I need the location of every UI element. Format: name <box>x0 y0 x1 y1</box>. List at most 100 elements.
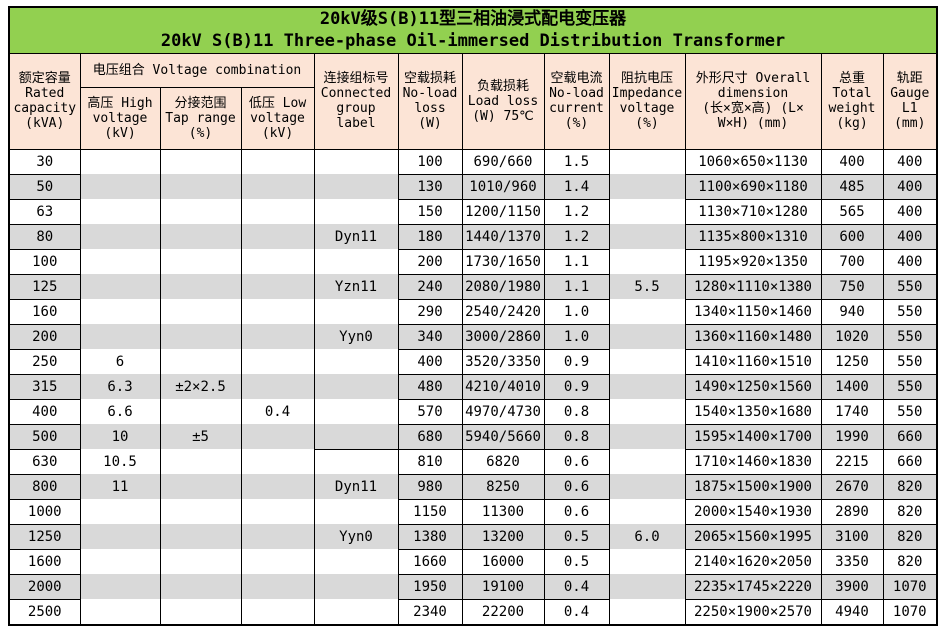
cell-no-load-loss: 570 <box>397 398 463 425</box>
cell-weight: 600 <box>820 223 884 250</box>
cell-impedance <box>608 349 686 374</box>
cell-group <box>313 149 399 174</box>
cell-weight: 1990 <box>820 423 884 450</box>
cell-impedance <box>608 424 686 449</box>
cell-tap <box>159 474 242 499</box>
cell-load-loss: 1010/960 <box>461 173 545 200</box>
header-row-1: 额定容量 Rated capacity (kVA) 电压组合 Voltage c… <box>8 52 938 150</box>
cell-tap <box>159 549 242 574</box>
cell-capacity: 63 <box>8 198 81 225</box>
cell-hv <box>79 199 161 224</box>
cell-no-load-loss: 290 <box>397 298 463 325</box>
cell-no-load-loss: 200 <box>397 248 463 275</box>
cell-group <box>313 399 399 424</box>
cell-capacity: 2000 <box>8 573 81 600</box>
cell-weight: 485 <box>820 173 884 200</box>
cell-tap <box>159 224 242 249</box>
cell-gauge: 660 <box>882 423 938 450</box>
cell-gauge: 550 <box>882 298 938 325</box>
cell-tap <box>159 199 242 224</box>
col-header-low-voltage: 低压 Low voltage (kV) <box>240 86 315 150</box>
cell-dimensions: 1410×1160×1510 <box>684 348 822 375</box>
cell-load-loss: 13200 <box>461 523 545 550</box>
cell-load-loss: 1200/1150 <box>461 198 545 225</box>
cell-weight: 700 <box>820 248 884 275</box>
cell-load-loss: 3520/3350 <box>461 348 545 375</box>
cell-no-load-current: 1.0 <box>543 323 610 350</box>
col-header-impedance-voltage: 阻抗电压 Impedance voltage (%) <box>608 52 686 150</box>
cell-hv <box>79 524 161 549</box>
cell-no-load-current: 0.5 <box>543 548 610 575</box>
cell-impedance: 6.0 <box>608 524 686 549</box>
cell-tap <box>159 149 242 174</box>
cell-weight: 1020 <box>820 323 884 350</box>
table-row: 630 10.5 810 6820 0.6 1710×1460×1830 2215 660 <box>8 448 938 475</box>
cell-lv <box>240 274 315 299</box>
cell-no-load-current: 1.4 <box>543 173 610 200</box>
cell-load-loss: 19100 <box>461 573 545 600</box>
cell-lv <box>240 374 315 399</box>
cell-capacity: 50 <box>8 173 81 200</box>
cell-gauge: 400 <box>882 173 938 200</box>
cell-no-load-current: 0.6 <box>543 448 610 475</box>
cell-capacity: 80 <box>8 223 81 250</box>
cell-no-load-current: 1.1 <box>543 248 610 275</box>
table-row: 400 6.6 0.4 570 4970/4730 0.8 1540×1350×1680 17… <box>8 398 938 425</box>
cell-gauge: 400 <box>882 198 938 225</box>
cell-impedance <box>608 399 686 424</box>
cell-gauge: 820 <box>882 523 938 550</box>
cell-lv <box>240 199 315 224</box>
cell-hv: 10 <box>79 424 161 449</box>
cell-load-loss: 1440/1370 <box>461 223 545 250</box>
table-row: 1250 Yyn0 1380 13200 0.5 6.0 2065×1560×1995 310… <box>8 523 938 550</box>
cell-gauge: 820 <box>882 498 938 525</box>
cell-no-load-current: 0.5 <box>543 523 610 550</box>
cell-impedance <box>608 149 686 174</box>
cell-gauge: 820 <box>882 548 938 575</box>
cell-dimensions: 1710×1460×1830 <box>684 448 822 475</box>
cell-dimensions: 2140×1620×2050 <box>684 548 822 575</box>
cell-lv <box>240 324 315 349</box>
cell-dimensions: 1280×1110×1380 <box>684 273 822 300</box>
cell-gauge: 550 <box>882 273 938 300</box>
cell-impedance <box>608 249 686 274</box>
cell-lv <box>240 224 315 249</box>
cell-dimensions: 1540×1350×1680 <box>684 398 822 425</box>
cell-load-loss: 4210/4010 <box>461 373 545 400</box>
table-row: 1600 1660 16000 0.5 2140×1620×2050 3350 820 <box>8 548 938 575</box>
cell-dimensions: 1360×1160×1480 <box>684 323 822 350</box>
cell-weight: 3100 <box>820 523 884 550</box>
cell-hv <box>79 574 161 599</box>
cell-capacity: 500 <box>8 423 81 450</box>
table-title: 20kV级S(B)11型三相油浸式配电变压器 20kV S(B)11 Three… <box>8 6 938 54</box>
cell-impedance <box>608 374 686 399</box>
table-row: 100 200 1730/1650 1.1 1195×920×1350 700 400 <box>8 248 938 275</box>
cell-dimensions: 2000×1540×1930 <box>684 498 822 525</box>
cell-gauge: 820 <box>882 473 938 500</box>
table-row: 125 Yzn11 240 2080/1980 1.1 5.5 1280×1110×1380… <box>8 273 938 300</box>
cell-capacity: 1250 <box>8 523 81 550</box>
cell-weight: 3900 <box>820 573 884 600</box>
table-row: 80 Dyn11 180 1440/1370 1.2 1135×800×1310 600 40… <box>8 223 938 250</box>
cell-no-load-loss: 150 <box>397 198 463 225</box>
cell-hv: 10.5 <box>79 449 161 474</box>
table-row: 500 10 ±5 680 5940/5660 0.8 1595×1400×1700 1990… <box>8 423 938 450</box>
cell-no-load-current: 0.8 <box>543 398 610 425</box>
cell-hv <box>79 549 161 574</box>
cell-tap: ±5 <box>159 424 242 449</box>
cell-no-load-loss: 100 <box>397 148 463 175</box>
cell-tap <box>159 574 242 599</box>
cell-load-loss: 11300 <box>461 498 545 525</box>
cell-load-loss: 6820 <box>461 448 545 475</box>
cell-no-load-loss: 980 <box>397 473 463 500</box>
cell-group: Yyn0 <box>313 324 399 349</box>
cell-hv: 11 <box>79 474 161 499</box>
cell-weight: 750 <box>820 273 884 300</box>
cell-lv <box>240 499 315 524</box>
col-header-tap-range: 分接范围 Tap range (%) <box>159 86 242 150</box>
cell-weight: 2670 <box>820 473 884 500</box>
cell-dimensions: 1340×1150×1460 <box>684 298 822 325</box>
cell-group: Yyn0 <box>313 524 399 549</box>
cell-no-load-current: 0.6 <box>543 498 610 525</box>
cell-lv <box>240 249 315 274</box>
